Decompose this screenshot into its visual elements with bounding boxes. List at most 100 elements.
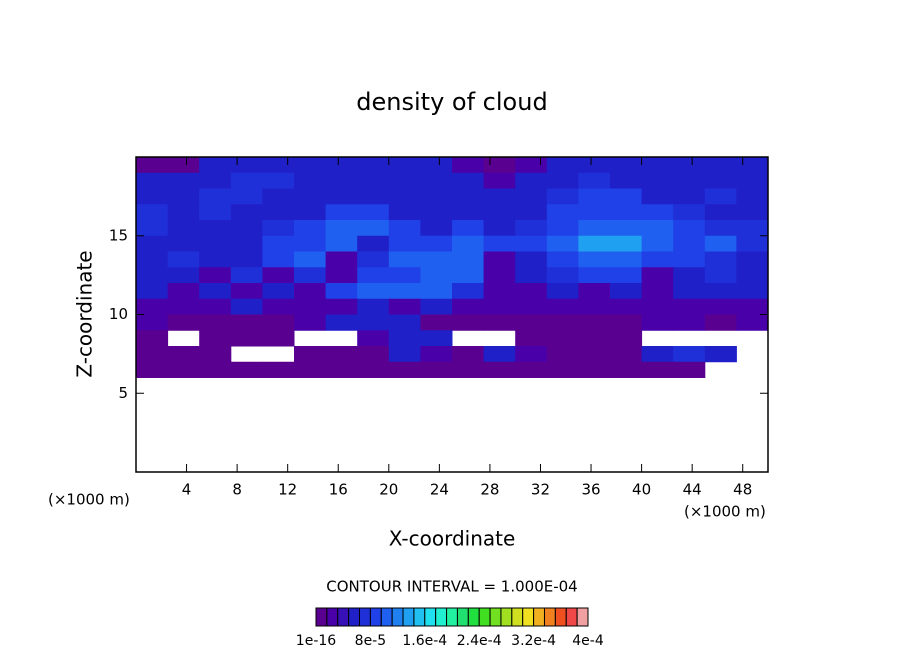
contour-cell xyxy=(641,157,674,174)
contour-cell xyxy=(546,220,579,237)
contour-cell xyxy=(325,188,358,205)
contour-cell xyxy=(294,188,327,205)
colorbar-box xyxy=(402,607,415,627)
contour-cell xyxy=(357,172,390,189)
contour-cell xyxy=(641,172,674,189)
contour-cell xyxy=(136,204,169,221)
contour-cell xyxy=(578,172,611,189)
contour-cell xyxy=(357,251,390,268)
contour-cell xyxy=(136,361,169,378)
contour-cell xyxy=(294,346,327,363)
contour-cell xyxy=(136,251,169,268)
contour-cell xyxy=(483,251,516,268)
x-unit-label: (×1000 m) xyxy=(684,503,766,521)
contour-cell xyxy=(230,188,263,205)
contour-cell xyxy=(673,235,706,252)
y-axis-label: Z-coordinate xyxy=(73,250,97,377)
y-tick-label: 15 xyxy=(109,226,128,244)
colorbar-box xyxy=(435,607,448,627)
contour-cell xyxy=(515,330,548,347)
contour-cell xyxy=(673,188,706,205)
contour-cell xyxy=(230,204,263,221)
contour-cell xyxy=(262,204,295,221)
contour-cell xyxy=(610,220,643,237)
contour-cell xyxy=(610,251,643,268)
colorbar-box xyxy=(467,607,480,627)
contour-cell xyxy=(357,235,390,252)
contour-cell xyxy=(136,235,169,252)
contour-cell xyxy=(452,157,485,174)
colorbar-box xyxy=(565,607,578,627)
contour-cell xyxy=(388,314,421,331)
contour-cell xyxy=(388,172,421,189)
contour-cell xyxy=(483,283,516,300)
contour-cell xyxy=(546,314,579,331)
contour-cell xyxy=(420,157,453,174)
contour-cell xyxy=(546,298,579,315)
contour-cell xyxy=(294,361,327,378)
contour-cell xyxy=(736,157,769,174)
contour-cell xyxy=(546,361,579,378)
contour-cell xyxy=(452,267,485,284)
contour-cell xyxy=(136,330,169,347)
contour-cell xyxy=(736,298,769,315)
contour-cell xyxy=(136,298,169,315)
contour-cell xyxy=(262,314,295,331)
contour-cell xyxy=(230,283,263,300)
contour-cell xyxy=(610,267,643,284)
contour-cell xyxy=(546,346,579,363)
contour-cell xyxy=(515,251,548,268)
contour-cell xyxy=(420,235,453,252)
contour-cell xyxy=(230,298,263,315)
contour-cell xyxy=(199,220,232,237)
contour-cell xyxy=(357,314,390,331)
colorbar-tick-label: 1.6e-4 xyxy=(402,633,447,649)
contour-cell xyxy=(325,314,358,331)
contour-cell xyxy=(578,157,611,174)
contour-cell xyxy=(546,283,579,300)
colorbar-tick-label: 8e-5 xyxy=(355,633,386,649)
contour-cell xyxy=(736,188,769,205)
contour-cell xyxy=(357,361,390,378)
contour-cell xyxy=(610,346,643,363)
contour-cell xyxy=(515,157,548,174)
contour-cell xyxy=(167,188,200,205)
contour-cell xyxy=(704,157,737,174)
contour-cell xyxy=(483,346,516,363)
contour-cell xyxy=(515,204,548,221)
contour-cell xyxy=(578,346,611,363)
contour-cell xyxy=(136,157,169,174)
contour-cell xyxy=(610,330,643,347)
contour-cell xyxy=(420,172,453,189)
contour-cell xyxy=(610,172,643,189)
contour-cell xyxy=(136,267,169,284)
contour-cell xyxy=(357,330,390,347)
contour-cell xyxy=(199,172,232,189)
contour-cell xyxy=(357,204,390,221)
contour-cell xyxy=(610,283,643,300)
colorbar-box xyxy=(326,607,339,627)
contour-cell xyxy=(262,172,295,189)
contour-cell xyxy=(578,267,611,284)
contour-cell xyxy=(420,361,453,378)
contour-cell xyxy=(578,283,611,300)
contour-cell xyxy=(325,283,358,300)
contour-cell xyxy=(641,267,674,284)
contour-cell xyxy=(704,298,737,315)
contour-cell xyxy=(325,298,358,315)
contour-cell xyxy=(388,204,421,221)
contour-cell xyxy=(515,314,548,331)
contour-cell xyxy=(578,235,611,252)
contour-cell xyxy=(673,251,706,268)
contour-cell xyxy=(546,235,579,252)
contour-cell xyxy=(388,235,421,252)
contour-cell xyxy=(167,283,200,300)
contour-cell xyxy=(294,235,327,252)
contour-cell xyxy=(262,235,295,252)
contour-cell xyxy=(388,330,421,347)
contour-cell xyxy=(483,220,516,237)
contour-cell xyxy=(262,188,295,205)
contour-cell xyxy=(704,267,737,284)
contour-cell xyxy=(199,251,232,268)
